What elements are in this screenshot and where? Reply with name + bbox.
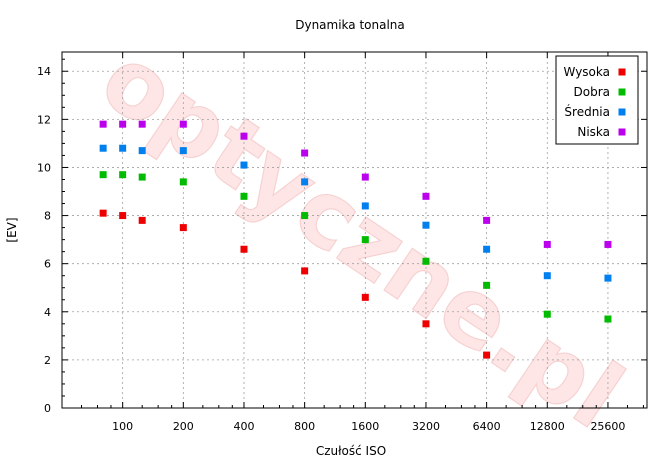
data-point-niska: [604, 240, 612, 248]
data-point-wysoka: [361, 293, 369, 301]
data-point-niska: [240, 132, 248, 140]
legend-label: Niska: [577, 125, 610, 139]
data-point-dobra: [361, 236, 369, 244]
data-point-wysoka: [240, 245, 248, 253]
x-tick-label: 100: [112, 420, 133, 433]
data-point-wysoka: [138, 216, 146, 224]
x-tick-label: 800: [294, 420, 315, 433]
data-point-dobra: [543, 310, 551, 318]
y-tick-label: 6: [44, 258, 51, 271]
data-point-dobra: [99, 171, 107, 179]
legend-label: Średnia: [564, 104, 610, 119]
data-point-średnia: [422, 221, 430, 229]
data-point-średnia: [240, 161, 248, 169]
x-tick-label: 25600: [590, 420, 625, 433]
data-points: [99, 120, 612, 359]
y-tick-label: 8: [44, 210, 51, 223]
data-point-wysoka: [422, 320, 430, 328]
data-point-wysoka: [119, 212, 127, 220]
data-point-niska: [99, 120, 107, 128]
legend-swatch: [618, 88, 626, 96]
legend-label: Wysoka: [564, 65, 610, 79]
y-axis-title: [EV]: [5, 217, 19, 242]
data-point-średnia: [361, 202, 369, 210]
data-point-średnia: [483, 245, 491, 253]
data-point-niska: [422, 192, 430, 200]
data-point-dobra: [301, 212, 309, 220]
data-point-wysoka: [301, 267, 309, 275]
data-point-średnia: [119, 144, 127, 152]
data-point-średnia: [301, 178, 309, 186]
legend-swatch: [618, 108, 626, 116]
x-tick-label: 6400: [473, 420, 501, 433]
axis-ticks: [62, 52, 647, 409]
y-tick-label: 10: [37, 161, 51, 174]
chart-title: Dynamika tonalna: [295, 18, 405, 32]
x-axis-title: Czułość ISO: [316, 444, 386, 458]
x-tick-label: 1600: [351, 420, 379, 433]
data-point-niska: [301, 149, 309, 157]
data-point-dobra: [240, 192, 248, 200]
x-tick-label: 12800: [530, 420, 565, 433]
y-tick-label: 0: [44, 402, 51, 415]
data-point-niska: [179, 120, 187, 128]
data-point-wysoka: [99, 209, 107, 217]
legend-swatch: [618, 128, 626, 136]
legend-swatch: [618, 68, 626, 76]
grid: [62, 52, 647, 408]
x-tick-label: 200: [173, 420, 194, 433]
data-point-wysoka: [179, 224, 187, 232]
y-tick-label: 4: [44, 306, 51, 319]
legend-label: Dobra: [574, 85, 611, 99]
data-point-dobra: [138, 173, 146, 181]
legend: Wysoka Dobra Średnia Niska: [555, 55, 639, 145]
x-tick-label: 3200: [412, 420, 440, 433]
data-point-niska: [138, 120, 146, 128]
data-point-dobra: [422, 257, 430, 265]
data-point-niska: [483, 216, 491, 224]
data-point-dobra: [604, 315, 612, 323]
data-point-wysoka: [483, 351, 491, 359]
data-point-średnia: [179, 147, 187, 155]
data-point-niska: [543, 240, 551, 248]
data-point-niska: [119, 120, 127, 128]
data-point-dobra: [179, 178, 187, 186]
data-point-dobra: [483, 281, 491, 289]
tick-labels: 0 2 4 6 8 10 12 14 100 200 400 800 1600 3200 6400 12800…: [37, 65, 625, 433]
data-point-średnia: [99, 144, 107, 152]
data-point-średnia: [604, 274, 612, 282]
y-tick-label: 2: [44, 354, 51, 367]
data-point-dobra: [119, 171, 127, 179]
data-point-średnia: [543, 272, 551, 280]
data-point-średnia: [138, 147, 146, 155]
x-tick-label: 400: [233, 420, 254, 433]
y-tick-label: 12: [37, 113, 51, 126]
data-point-niska: [361, 173, 369, 181]
plot-border: [61, 51, 648, 409]
y-tick-label: 14: [37, 65, 51, 78]
plot-frame: [61, 51, 648, 409]
